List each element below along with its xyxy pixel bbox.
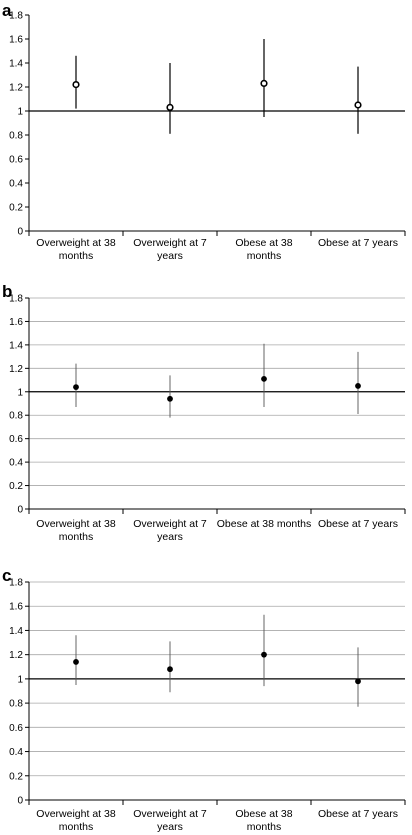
y-tick-label: 0.2 [9,481,23,492]
y-tick-label: 0.4 [9,747,23,758]
x-category-label: Obese at 38 months [235,237,292,262]
y-tick-label: 1.6 [9,35,23,46]
y-tick-label: 0.6 [9,723,23,734]
y-tick-label: 0.8 [9,131,23,142]
y-tick-label: 0.4 [9,179,23,190]
x-category-label: Overweight at 38 months [36,518,116,543]
data-point [355,383,361,389]
y-tick-label: 0.8 [9,411,23,422]
x-category-label-line: Overweight at 7 [133,518,207,530]
x-category-label-line: years [157,531,183,543]
panel-letter: c [2,566,11,585]
x-category-label-line: Overweight at 38 [36,808,116,820]
data-point [167,666,173,673]
y-tick-label: 0.4 [9,458,23,469]
y-tick-label: 0.6 [9,155,23,166]
x-category-label: Overweight at 38 months [36,237,116,262]
data-point [260,79,268,87]
x-category-label-line: years [157,250,183,262]
panel-letter: b [2,282,12,301]
x-category-label: Overweight at 38 months [36,808,116,833]
data-point [166,103,174,111]
chart-panel-a: a 0 0.2 0.4 0.6 0.8 1 1.2 1.4 1.6 1.8 Overweight at… [2,1,406,262]
x-category-label: Obese at 7 years [318,237,398,249]
x-category-label-line: Obese at 7 years [318,237,398,249]
x-category-label-line: months [59,250,93,262]
y-tick-label: 1.4 [9,59,23,70]
y-tick-label: 1.2 [9,650,23,661]
x-category-label: Overweight at 7 years [133,808,207,833]
data-point [261,651,267,658]
y-tick-label: 1.8 [9,294,23,305]
x-category-label-line: months [59,821,93,833]
data-point [73,659,79,665]
data-point [354,101,362,109]
y-tick-label: 1.4 [9,340,23,351]
x-category-label-line: years [157,821,183,833]
y-tick-label: 0.8 [9,699,23,710]
x-category-label-line: Overweight at 7 [133,237,207,249]
data-point [355,678,361,685]
data-point [72,80,80,89]
x-category-label-line: Overweight at 38 [36,237,116,249]
x-category-label: Obese at 38 months [235,808,292,833]
x-category-label-line: Obese at 38 [235,237,292,249]
x-category-label-line: months [247,821,281,833]
y-tick-label: 0 [17,505,23,516]
data-point [261,375,267,382]
y-tick-label: 1.4 [9,626,23,637]
x-category-label-line: Obese at 7 years [318,518,398,530]
x-category-label-line: months [247,250,281,262]
y-tick-label: 0.6 [9,434,23,445]
y-tick-label: 1 [17,107,23,118]
y-tick-label: 1.8 [9,578,23,589]
y-tick-label: 0.2 [9,771,23,782]
y-tick-label: 0 [17,227,23,238]
x-category-label: Obese at 7 years [318,808,398,820]
chart-panel-b: b 0 0.2 0.4 0.6 0.8 1 1.2 1.4 1.6 1.8 Overweight at… [2,282,406,543]
x-category-label-line: Overweight at 7 [133,808,207,820]
y-tick-label: 1.8 [9,11,23,22]
panel-letter: a [2,1,12,20]
x-category-label: Overweight at 7 years [133,518,207,543]
y-tick-label: 0 [17,796,23,807]
y-tick-label: 1.6 [9,317,23,328]
y-tick-label: 1 [17,387,23,398]
y-tick-label: 1.6 [9,602,23,613]
y-tick-label: 1.2 [9,83,23,94]
chart-panel-c: c 0 0.2 0.4 0.6 0.8 1 1.2 1.4 1.6 1.8 Overweight at… [2,566,406,833]
y-tick-label: 1.2 [9,364,23,375]
x-category-label-line: Obese at 38 [235,808,292,820]
x-category-label: Overweight at 7 years [133,237,207,262]
x-category-label: Obese at 38 months [217,518,312,530]
y-tick-label: 1 [17,674,23,685]
x-category-label-line: Overweight at 38 [36,518,116,530]
x-category-label-line: Obese at 38 months [217,518,312,530]
data-point [73,384,79,390]
x-category-label-line: Obese at 7 years [318,808,398,820]
y-tick-label: 0.2 [9,203,23,214]
x-category-label-line: months [59,531,93,543]
x-category-label: Obese at 7 years [318,518,398,530]
data-point [167,395,173,402]
